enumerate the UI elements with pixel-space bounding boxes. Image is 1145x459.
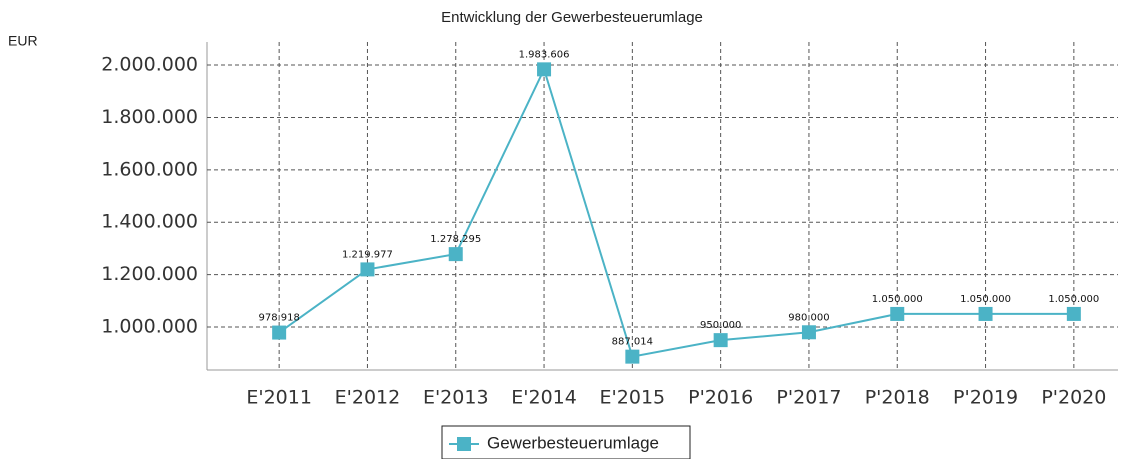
legend-marker bbox=[457, 437, 471, 451]
data-label: 978.918 bbox=[258, 313, 299, 324]
data-label: 1.278.295 bbox=[430, 234, 481, 245]
x-tick-label: P'2017 bbox=[776, 387, 841, 409]
data-label: 1.219.977 bbox=[342, 249, 393, 260]
y-tick-label: 1.000.000 bbox=[101, 316, 198, 338]
x-tick-label: P'2020 bbox=[1041, 387, 1106, 409]
data-point bbox=[360, 262, 375, 277]
data-label: 1.050.000 bbox=[872, 294, 923, 305]
y-tick-label: 1.600.000 bbox=[101, 158, 198, 180]
x-tick-label: E'2013 bbox=[423, 387, 489, 409]
data-point bbox=[448, 247, 463, 262]
series-line bbox=[278, 66, 1074, 358]
x-tick-label: P'2016 bbox=[688, 387, 753, 409]
x-tick-label: P'2018 bbox=[865, 387, 930, 409]
data-point bbox=[625, 349, 640, 364]
x-tick-label: P'2019 bbox=[953, 387, 1018, 409]
data-point bbox=[890, 306, 905, 321]
chart-title: Entwicklung der Gewerbesteuerumlage bbox=[441, 9, 703, 26]
data-point bbox=[801, 325, 816, 340]
data-point bbox=[1066, 306, 1081, 321]
data-label: 950.000 bbox=[700, 320, 741, 331]
data-point bbox=[713, 333, 728, 348]
y-tick-label: 1.400.000 bbox=[101, 211, 198, 233]
data-point bbox=[537, 62, 552, 77]
x-tick-label: E'2014 bbox=[511, 387, 577, 409]
data-label: 1.983.606 bbox=[519, 49, 570, 60]
y-tick-label: 1.200.000 bbox=[101, 263, 198, 285]
data-label: 1.050.000 bbox=[1048, 294, 1099, 305]
legend bbox=[441, 425, 691, 459]
data-label: 1.050.000 bbox=[960, 294, 1011, 305]
legend-label: Gewerbesteuerumlage bbox=[487, 433, 659, 452]
x-tick-label: E'2015 bbox=[600, 387, 666, 409]
data-label: 980.000 bbox=[788, 312, 829, 323]
data-label: 887.014 bbox=[612, 337, 653, 348]
x-tick-label: E'2012 bbox=[335, 387, 401, 409]
x-tick-label: E'2011 bbox=[246, 387, 312, 409]
y-tick-label: 2.000.000 bbox=[101, 54, 198, 76]
y-tick-label: 1.800.000 bbox=[101, 106, 198, 128]
data-point bbox=[272, 325, 287, 340]
y-axis-label: EUR bbox=[8, 33, 38, 49]
data-point bbox=[978, 306, 993, 321]
